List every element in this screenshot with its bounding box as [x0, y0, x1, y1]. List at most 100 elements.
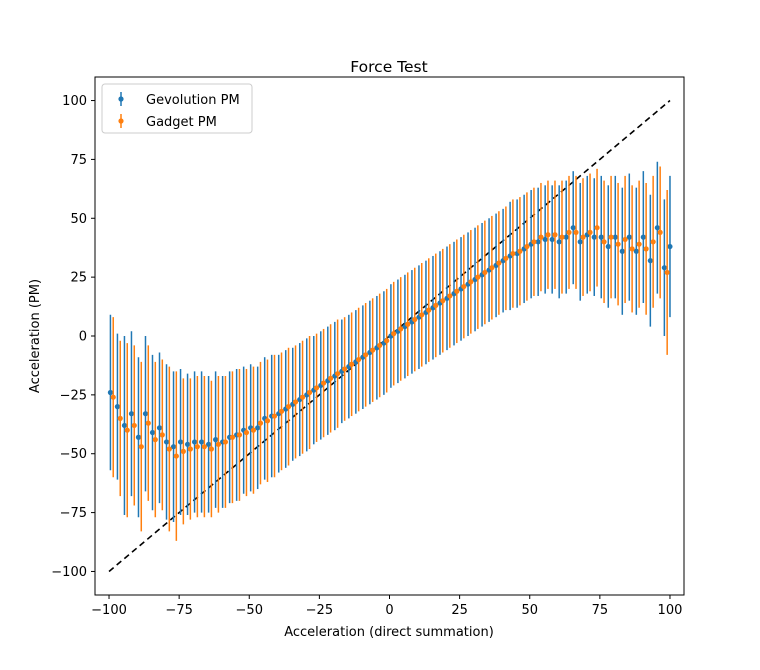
x-tick-label: 100 [658, 603, 683, 618]
data-point [570, 225, 576, 231]
y-axis-label: Acceleration (PM) [28, 279, 43, 393]
data-point [349, 361, 355, 367]
data-point [633, 248, 639, 254]
data-point [398, 326, 404, 332]
y-tick-label: 0 [79, 330, 87, 345]
data-point [271, 413, 278, 419]
legend-box [101, 83, 253, 134]
series-gadget-pm [110, 166, 670, 541]
data-point [149, 429, 156, 436]
x-tick-label: −75 [165, 603, 192, 618]
data-point [163, 439, 170, 445]
data-point [535, 239, 541, 245]
data-point [496, 260, 502, 266]
data-point [503, 255, 509, 261]
data-point [538, 234, 544, 240]
legend-label-gadget: Gadget PM [146, 115, 217, 130]
data-point [170, 444, 177, 450]
data-point [426, 307, 432, 313]
data-point [177, 439, 184, 445]
data-point [563, 234, 569, 240]
data-point [356, 356, 362, 363]
data-point [384, 338, 390, 344]
data-point [566, 229, 572, 235]
data-point [405, 321, 411, 327]
data-point [328, 375, 334, 381]
x-tick-label: −100 [91, 603, 127, 618]
data-point [545, 232, 551, 238]
x-axis-label: Acceleration (direct summation) [284, 625, 494, 640]
data-point [180, 448, 186, 454]
data-point [222, 439, 229, 445]
data-point [184, 441, 191, 447]
data-point [454, 288, 460, 294]
data-point [594, 225, 600, 231]
data-point [549, 236, 555, 243]
series-gevolution-pm [107, 161, 673, 523]
x-tick-label: 50 [521, 603, 538, 618]
legend-label-gevolution: Gevolution PM [146, 93, 240, 108]
y-tick-label: −50 [60, 447, 87, 462]
data-point [391, 331, 397, 337]
data-point [577, 239, 583, 245]
data-point [107, 389, 114, 396]
data-point [363, 352, 369, 358]
data-point [580, 234, 586, 240]
y-tick-label: −25 [60, 388, 87, 403]
data-point [654, 225, 660, 231]
data-point [447, 293, 453, 299]
data-point [433, 302, 439, 308]
legend-point [118, 118, 124, 124]
data-point [110, 394, 116, 400]
data-point [229, 434, 236, 440]
data-point [201, 444, 207, 450]
data-point [552, 232, 558, 238]
data-point [152, 437, 158, 443]
data-point [636, 241, 642, 247]
data-point [510, 250, 516, 257]
data-point [412, 316, 418, 323]
data-point [615, 241, 621, 247]
data-point [419, 312, 425, 318]
data-point [440, 298, 446, 304]
data-point [650, 239, 656, 245]
data-point [664, 269, 670, 276]
y-tick-label: −100 [51, 565, 87, 580]
data-point [264, 418, 271, 424]
data-point [278, 408, 285, 414]
data-point [255, 425, 261, 431]
data-point [124, 427, 130, 433]
data-point [342, 366, 348, 372]
legend-marker-gevolution [118, 92, 124, 106]
data-point [131, 422, 137, 429]
y-tick-label: −75 [60, 506, 87, 521]
data-point [236, 432, 243, 438]
data-point [559, 234, 565, 240]
data-point [213, 437, 219, 443]
data-point [377, 342, 383, 349]
data-point [243, 429, 250, 436]
x-tick-label: 25 [451, 603, 468, 618]
data-point [608, 234, 614, 240]
y-tick-label: 25 [70, 271, 87, 286]
data-point [542, 236, 548, 243]
data-point [114, 404, 121, 410]
data-point [619, 248, 625, 254]
data-point [598, 234, 604, 240]
data-point [306, 389, 313, 396]
data-point [629, 246, 635, 252]
data-point [489, 265, 495, 271]
data-point [661, 265, 667, 271]
y-tick-label: 100 [62, 94, 87, 109]
data-point [524, 243, 530, 250]
data-point [205, 441, 212, 447]
data-point [138, 444, 144, 450]
data-point [156, 425, 163, 431]
data-point [166, 446, 172, 452]
data-point [173, 453, 179, 459]
data-point [257, 420, 264, 426]
data-point [299, 394, 306, 400]
data-point [191, 439, 198, 445]
data-point [556, 239, 562, 245]
y-tick-label: 75 [70, 153, 87, 168]
